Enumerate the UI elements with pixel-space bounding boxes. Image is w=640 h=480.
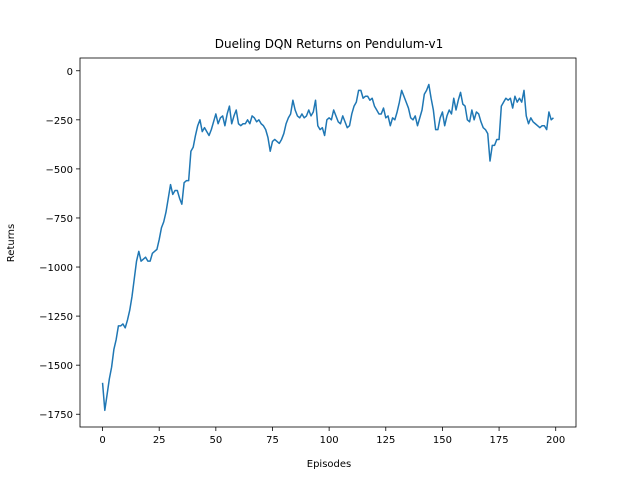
y-tick-label: −750 bbox=[46, 214, 73, 225]
x-tick-label: 125 bbox=[376, 435, 395, 446]
y-tick-label: −250 bbox=[46, 116, 73, 127]
y-tick-label: −1500 bbox=[39, 361, 73, 372]
x-tick-label: 175 bbox=[490, 435, 509, 446]
x-tick-label: 150 bbox=[433, 435, 452, 446]
data-line bbox=[101, 83, 554, 412]
x-tick-label: 0 bbox=[99, 435, 105, 446]
chart-title: Dueling DQN Returns on Pendulum-v1 bbox=[215, 37, 443, 51]
y-tick-label: −500 bbox=[46, 165, 73, 176]
y-tick-label: −1750 bbox=[39, 410, 73, 421]
y-tick-label: −1000 bbox=[39, 263, 73, 274]
y-tick-label: −1250 bbox=[39, 312, 73, 323]
y-tick-label: 0 bbox=[67, 67, 73, 78]
x-axis-label: Episodes bbox=[307, 459, 351, 470]
x-tick-label: 200 bbox=[546, 435, 565, 446]
y-axis-label: Returns bbox=[6, 224, 17, 262]
plot-frame bbox=[79, 57, 577, 428]
x-tick-label: 100 bbox=[320, 435, 339, 446]
x-tick-label: 25 bbox=[153, 435, 166, 446]
x-tick-label: 75 bbox=[266, 435, 279, 446]
x-tick-label: 50 bbox=[209, 435, 222, 446]
